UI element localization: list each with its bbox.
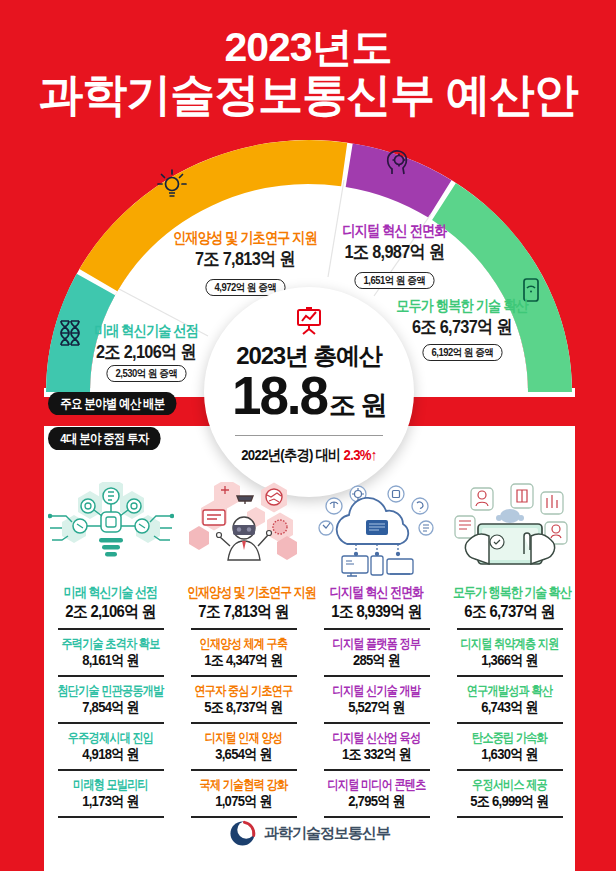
wedge-label-digital: 디지털 혁신 전면화 1조 8,987억 원 1,651억 원 증액 bbox=[312, 222, 477, 289]
ministry-name: 과학기술정보통신부 bbox=[264, 824, 390, 843]
column-modu: 모두가 행복한 기술 확산 6조 6,737억 원 디지털 취약계층 지원 1,… bbox=[443, 482, 576, 818]
item-amount: 1,173억 원 bbox=[51, 793, 171, 809]
item-amount: 1,075억 원 bbox=[184, 793, 304, 809]
wedge-label-mirae: 미래 혁신기술 선점 2조 2,106억 원 2,530억 원 증액 bbox=[70, 322, 222, 382]
total-budget-circle: 2023년 총예산 18.8 조 원 2022년(추경) 대비 2.3%↑ bbox=[204, 287, 414, 497]
item-label: 디지털 플랫폼 정부 bbox=[320, 637, 433, 651]
item-amount: 5조 6,999억 원 bbox=[450, 793, 570, 809]
badge-four-focus: 4대 분야 중점 투자 bbox=[48, 427, 161, 450]
amount-number: 18.8 bbox=[232, 373, 327, 419]
item-label: 연구자 중심 기초연구 bbox=[187, 684, 300, 698]
item-label: 디지털 미디어 콘텐츠 bbox=[320, 778, 433, 792]
item-label: 주력기술 초격차 확보 bbox=[54, 637, 167, 651]
comparison-prefix: 2022년(추경) 대비 bbox=[241, 446, 340, 463]
item-amount: 285억 원 bbox=[317, 652, 437, 668]
item-amount: 3,654억 원 bbox=[184, 746, 304, 762]
wedge-title: 인재양성 및 기초연구 지원 bbox=[173, 229, 318, 247]
wedge-amount: 7조 7,813억 원 bbox=[170, 248, 320, 269]
item-amount: 7,854억 원 bbox=[51, 699, 171, 715]
column-title: 모두가 행복한 기술 확산 bbox=[453, 585, 566, 600]
item-label: 탄소중립 가속화 bbox=[453, 731, 566, 745]
column-title: 디지털 혁신 전면화 bbox=[320, 585, 433, 600]
ministry-emblem bbox=[229, 820, 256, 847]
wedge-title: 미래 혁신기술 선점 bbox=[81, 322, 210, 340]
column-title: 미래 혁신기술 선점 bbox=[54, 585, 167, 600]
network-lightbulb-illustration bbox=[44, 482, 177, 582]
item-label: 디지털 인재 양성 bbox=[187, 731, 300, 745]
item-amount: 1조 4,347억 원 bbox=[184, 652, 304, 668]
item-amount: 1,366억 원 bbox=[450, 652, 570, 668]
item-label: 우정서비스 제공 bbox=[453, 778, 566, 792]
column-amount: 1조 8,939억 원 bbox=[317, 602, 437, 621]
item-amount: 5,527억 원 bbox=[317, 699, 437, 715]
column-injae: 인재양성 및 기초연구 지원 7조 7,813억 원 인재양성 체계 구축 1조… bbox=[177, 482, 310, 818]
up-arrow-icon: ↑ bbox=[371, 446, 377, 463]
item-label: 연구개발성과 확산 bbox=[453, 684, 566, 698]
item-amount: 6,743억 원 bbox=[450, 699, 570, 715]
comparison-line: 2022년(추경) 대비 2.3%↑ bbox=[217, 446, 402, 463]
wedge-increase-pill: 1,651억 원 증액 bbox=[355, 272, 435, 289]
comparison-value: 2.3% bbox=[344, 446, 371, 463]
total-budget-amount: 18.8 조 원 bbox=[204, 373, 414, 423]
column-mirae: 미래 혁신기술 선점 2조 2,106억 원 주력기술 초격차 확보 8,161… bbox=[44, 482, 177, 818]
wedge-label-injae: 인재양성 및 기초연구 지원 7조 7,813억 원 4,972억 원 증액 bbox=[160, 229, 330, 296]
wedge-increase-pill: 2,530억 원 증액 bbox=[106, 365, 186, 382]
item-label: 디지털 신산업 육성 bbox=[320, 731, 433, 745]
column-digital: 디지털 혁신 전면화 1조 8,939억 원 디지털 플랫폼 정부 285억 원… bbox=[310, 482, 443, 818]
poster-background: 2023년도 과학기술정보통신부 예산안 bbox=[0, 0, 616, 871]
wedge-amount: 6조 6,737억 원 bbox=[392, 316, 533, 337]
item-label: 인재양성 체계 구축 bbox=[187, 637, 300, 651]
column-title: 인재양성 및 기초연구 지원 bbox=[187, 585, 300, 600]
amount-unit: 조 원 bbox=[329, 387, 386, 423]
item-amount: 2,795억 원 bbox=[317, 793, 437, 809]
item-label: 디지털 신기술 개발 bbox=[320, 684, 433, 698]
column-amount: 7조 7,813억 원 bbox=[184, 602, 304, 621]
wedge-title: 모두가 행복한 기술 확산 bbox=[394, 297, 530, 315]
item-label: 우주경제시대 진입 bbox=[54, 731, 167, 745]
item-amount: 4,918억 원 bbox=[51, 746, 171, 762]
wedge-amount: 1조 8,987억 원 bbox=[322, 241, 467, 262]
vr-researcher-illustration bbox=[177, 482, 310, 582]
badge-budget-allocation: 주요 분야별 예산 배분 bbox=[48, 392, 177, 415]
item-label: 디지털 취약계층 지원 bbox=[453, 637, 566, 651]
tablet-hands-illustration bbox=[443, 482, 576, 582]
item-amount: 1,630억 원 bbox=[450, 746, 570, 762]
column-amount: 2조 2,106억 원 bbox=[51, 602, 171, 621]
item-label: 첨단기술 민관공동개발 bbox=[54, 684, 167, 698]
presentation-chart-icon bbox=[296, 305, 322, 335]
item-label: 미래형 모빌리티 bbox=[54, 778, 167, 792]
cloud-devices-illustration bbox=[310, 482, 443, 582]
item-label: 국제 기술협력 강화 bbox=[187, 778, 300, 792]
wedge-increase-pill: 6,192억 원 증액 bbox=[422, 344, 502, 361]
column-amount: 6조 6,737억 원 bbox=[450, 602, 570, 621]
wedge-title: 디지털 혁신 전면화 bbox=[324, 222, 464, 240]
item-amount: 5조 8,737억 원 bbox=[184, 699, 304, 715]
footer: 과학기술정보통신부 bbox=[44, 820, 575, 847]
wedge-amount: 2조 2,106억 원 bbox=[79, 341, 213, 362]
item-amount: 1조 332억 원 bbox=[317, 746, 437, 762]
item-amount: 8,161억 원 bbox=[51, 652, 171, 668]
